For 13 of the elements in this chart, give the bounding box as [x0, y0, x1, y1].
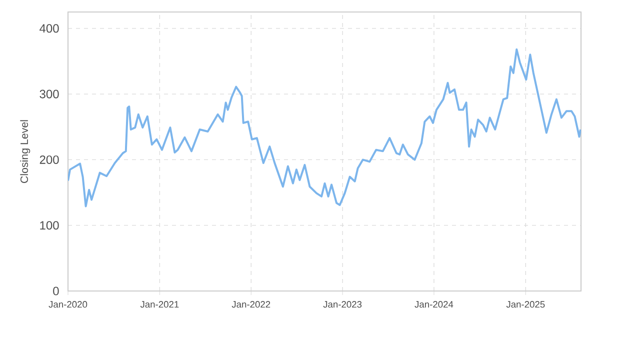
line-series [68, 48, 582, 208]
y-tick-label: 0 [53, 286, 59, 296]
y-axis-title: Closing Level [20, 120, 30, 183]
y-tick-label: 300 [40, 90, 59, 98]
x-tick-label: Jan-2023 [323, 301, 362, 308]
x-tick-label: Jan-2022 [232, 301, 270, 308]
y-tick-label: 100 [40, 221, 59, 230]
y-tick-label: 200 [40, 155, 59, 164]
x-tick-label: Jan-2025 [506, 301, 545, 308]
x-tick-label: Jan-2024 [414, 301, 454, 308]
x-tick-label: Jan-2020 [48, 301, 88, 308]
x-tick-label: Jan-2021 [140, 301, 179, 308]
y-tick-label: 400 [40, 24, 59, 33]
